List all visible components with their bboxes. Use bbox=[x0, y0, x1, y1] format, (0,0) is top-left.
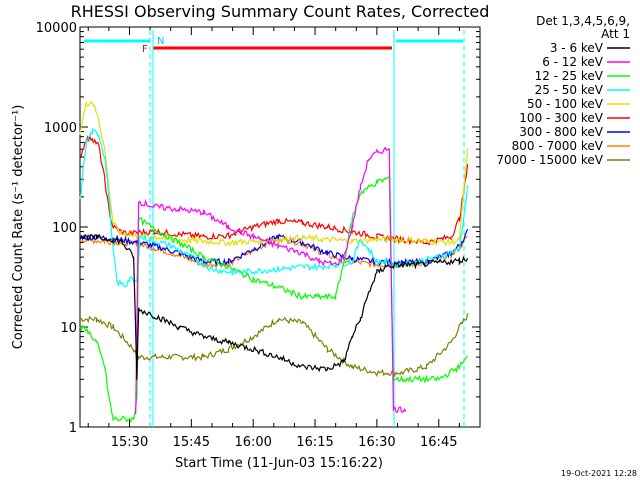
series-lines bbox=[79, 101, 469, 424]
series-line-100-300-kev bbox=[79, 133, 469, 246]
series-line-6-12-kev bbox=[135, 146, 407, 415]
x-tick-label: 15:45 bbox=[173, 435, 210, 450]
series-line-300-800-kev bbox=[79, 228, 469, 268]
y-axis-label: Corrected Count Rate (s⁻¹ detector⁻¹) bbox=[11, 105, 26, 350]
legend-label: 100 - 300 keV bbox=[519, 111, 603, 125]
flag-n-label: N bbox=[157, 36, 164, 47]
legend-label: 50 - 100 keV bbox=[527, 97, 604, 111]
series-line-12-25-kev bbox=[79, 174, 469, 424]
x-tick-label: 16:00 bbox=[234, 435, 271, 450]
series-line-7000-15000-kev bbox=[79, 313, 469, 378]
x-tick-label: 16:15 bbox=[296, 435, 333, 450]
y-tick-label: 1 bbox=[69, 421, 77, 436]
legend-label: 6 - 12 keV bbox=[542, 55, 604, 69]
flag-markers: F N bbox=[84, 30, 465, 427]
flag-f-label: F bbox=[142, 44, 148, 55]
legend-label: 3 - 6 keV bbox=[550, 41, 604, 55]
y-tick-label: 100 bbox=[52, 221, 77, 236]
tick-labels: 1 10 100 1000 10000 15:30 15:45 16:00 16:15 16:30… bbox=[36, 21, 458, 450]
x-axis-label: Start Time (11-Jun-03 15:16:22) bbox=[175, 456, 383, 471]
series-line-25-50-kev bbox=[79, 128, 469, 288]
legend-label: 7000 - 15000 keV bbox=[496, 153, 603, 167]
x-tick-label: 15:30 bbox=[111, 435, 148, 450]
y-tick-label: 10000 bbox=[36, 21, 77, 36]
series-line-3-6-kev bbox=[79, 233, 469, 380]
generated-timestamp: 19-Oct-2021 12:28 bbox=[561, 469, 637, 478]
legend-label: 25 - 50 keV bbox=[535, 83, 604, 97]
x-tick-label: 16:30 bbox=[358, 435, 395, 450]
x-tick-label: 16:45 bbox=[420, 435, 457, 450]
legend-label: 800 - 7000 keV bbox=[512, 139, 604, 153]
legend-label: 300 - 800 keV bbox=[519, 125, 603, 139]
legend-label: 12 - 25 keV bbox=[535, 69, 604, 83]
legend-header-line1: Det 1,3,4,5,6,9, bbox=[536, 14, 630, 28]
legend-header-line2: Att 1 bbox=[601, 27, 630, 41]
axis-ticks bbox=[80, 26, 480, 428]
y-tick-label: 10 bbox=[60, 321, 77, 336]
chart-title: RHESSI Observing Summary Count Rates, Co… bbox=[71, 2, 490, 21]
y-tick-label: 1000 bbox=[44, 121, 77, 136]
